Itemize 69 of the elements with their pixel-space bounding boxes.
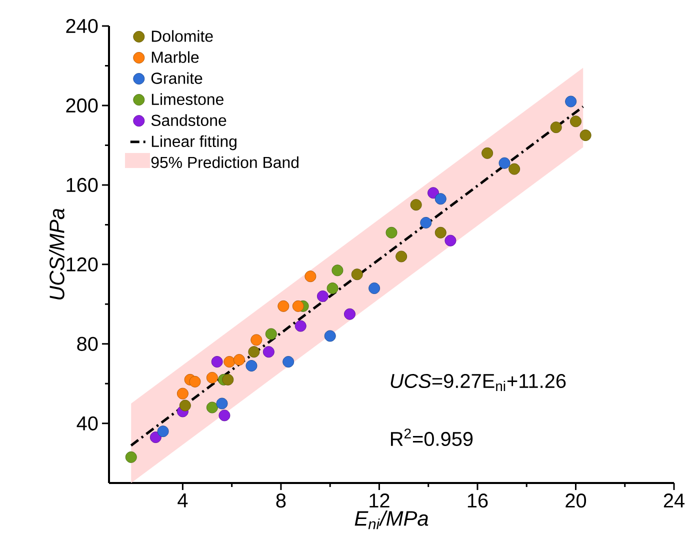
x-tick-label: 16 <box>468 494 488 508</box>
y-tick-label: 200 <box>66 98 98 113</box>
point <box>482 147 494 159</box>
point <box>434 226 446 238</box>
point <box>222 374 234 386</box>
y-axis-title: UCS/MPa <box>49 208 64 300</box>
point <box>565 96 577 108</box>
point <box>434 193 446 205</box>
point <box>344 308 356 320</box>
x-tick-label: 8 <box>276 494 286 508</box>
x-tick-label: 4 <box>178 494 188 508</box>
point <box>444 234 456 246</box>
point <box>570 116 582 128</box>
point <box>316 290 328 302</box>
y-tick-label: 240 <box>66 18 98 34</box>
x-tick-label: 20 <box>566 494 586 508</box>
point <box>508 163 520 175</box>
point <box>125 451 137 463</box>
point <box>386 226 398 238</box>
point <box>211 356 223 368</box>
point <box>216 398 228 410</box>
point <box>179 400 191 412</box>
point <box>368 282 380 294</box>
point <box>324 330 336 342</box>
x-axis-title: E$_{ni}$/MPa <box>354 510 428 530</box>
point <box>304 270 316 282</box>
point <box>262 346 274 358</box>
point <box>206 372 218 384</box>
y-tick-label: 40 <box>76 416 98 430</box>
point <box>157 426 169 438</box>
point <box>294 320 306 332</box>
x-tick-label: 12 <box>370 494 390 508</box>
point <box>292 300 304 312</box>
point <box>580 130 592 142</box>
y-tick-label: 160 <box>66 178 98 192</box>
annotation: UCS=9.27E$_{ni}$+11.26 <box>390 374 566 391</box>
annotation: R$^{2}$=0.959 <box>391 428 473 446</box>
legend-label: Limestone <box>152 93 224 105</box>
point <box>218 410 230 422</box>
point <box>550 122 562 134</box>
point <box>246 360 258 372</box>
legend-label: Granite <box>151 72 202 84</box>
x-tick-label: 24 <box>664 494 684 508</box>
point <box>189 376 201 388</box>
y-tick-label: 80 <box>77 336 98 351</box>
point <box>224 356 236 368</box>
point <box>233 354 245 366</box>
point <box>176 388 188 400</box>
point <box>498 157 510 169</box>
point <box>428 187 440 199</box>
legend-label: Dolomite <box>152 30 213 42</box>
point <box>351 268 363 280</box>
point <box>326 282 338 294</box>
legend-label: Sandstone <box>151 114 226 126</box>
point <box>278 300 290 312</box>
point <box>332 264 344 276</box>
legend-label: Linear fitting <box>152 135 236 150</box>
point <box>396 250 408 262</box>
annotation: 95% Prediction Band <box>151 156 298 168</box>
y-tick-label: 120 <box>66 257 98 272</box>
point <box>265 328 277 340</box>
point <box>206 402 218 414</box>
point <box>420 216 432 228</box>
point <box>410 199 422 211</box>
point <box>282 356 294 368</box>
legend-label: Marble <box>152 51 199 63</box>
point <box>248 346 260 358</box>
point <box>150 432 162 444</box>
point <box>250 334 262 346</box>
